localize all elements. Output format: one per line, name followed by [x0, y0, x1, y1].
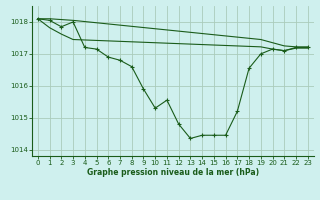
- X-axis label: Graphe pression niveau de la mer (hPa): Graphe pression niveau de la mer (hPa): [87, 168, 259, 177]
